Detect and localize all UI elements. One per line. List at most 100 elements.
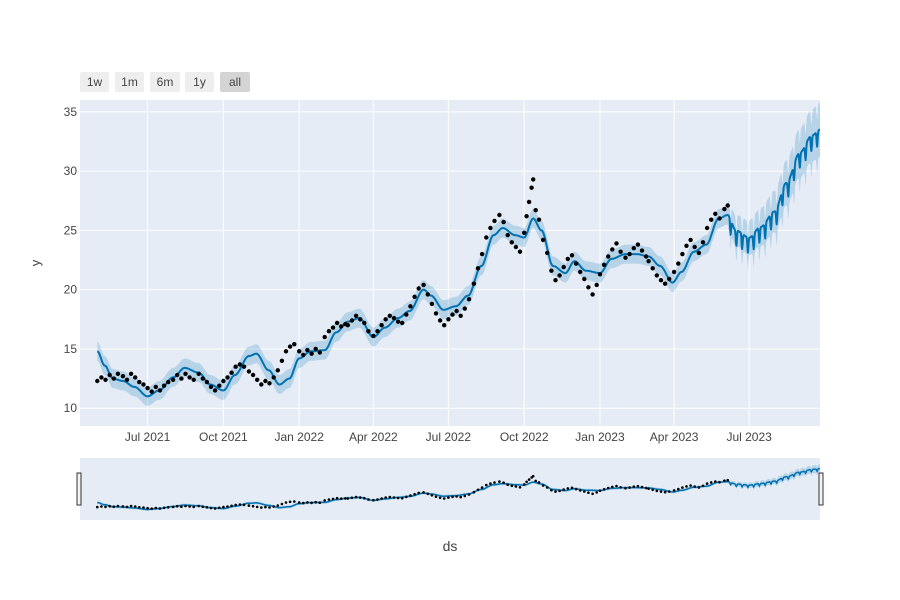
range-slider-point [615, 484, 618, 488]
data-point [379, 323, 384, 328]
data-point [536, 217, 542, 222]
data-point [488, 225, 493, 231]
range-button-label: 6m [157, 75, 174, 89]
data-point [517, 249, 523, 254]
range-slider-point [693, 485, 696, 488]
data-point [297, 349, 302, 354]
range-button-1y[interactable]: 1y [185, 72, 214, 92]
data-point [309, 351, 314, 356]
range-button-1w[interactable]: 1w [80, 72, 109, 92]
data-point [391, 315, 397, 321]
data-point [208, 384, 214, 390]
range-slider[interactable] [76, 458, 824, 520]
range-slider-point [537, 481, 541, 484]
data-point [292, 342, 297, 347]
range-slider-handle-left[interactable] [76, 472, 82, 506]
data-point [179, 376, 184, 381]
data-point [442, 323, 447, 328]
range-slider-point [354, 495, 358, 499]
data-point [371, 333, 376, 339]
data-point [704, 225, 710, 231]
range-slider-point [400, 496, 404, 500]
range-slider-point [323, 499, 327, 502]
data-point [395, 319, 401, 324]
range-slider-point [372, 498, 375, 502]
range-slider-point [350, 496, 354, 500]
range-slider-point [142, 506, 145, 509]
range-button-1m[interactable]: 1m [115, 72, 144, 92]
range-button-6m[interactable]: 6m [150, 72, 180, 92]
data-point [200, 376, 205, 381]
data-point [458, 313, 463, 318]
range-slider-point [213, 507, 217, 510]
range-slider-point [493, 481, 496, 484]
data-point [524, 214, 529, 219]
x-tick-label: Oct 2022 [500, 430, 549, 444]
data-point [688, 237, 693, 243]
data-point [283, 349, 289, 354]
range-slider-point [384, 496, 388, 499]
y-tick-label: 20 [64, 283, 78, 297]
data-point [646, 259, 651, 264]
data-point [115, 371, 121, 376]
data-point [601, 262, 607, 267]
data-point [383, 317, 388, 322]
x-tick-label: Jul 2021 [125, 430, 171, 444]
data-point [233, 364, 238, 369]
data-point [643, 254, 649, 259]
range-slider-point [108, 504, 111, 508]
range-slider-point [138, 506, 141, 509]
range-slider-point [681, 486, 684, 489]
range-slider-point [280, 502, 284, 506]
range-button-bg [150, 72, 180, 92]
range-slider-point [171, 505, 175, 509]
range-slider-point [726, 478, 729, 482]
range-slider-point [591, 492, 594, 496]
data-point [128, 371, 134, 376]
uncertainty-band-area [97, 102, 821, 406]
range-slider-point [238, 503, 242, 506]
y-tick-label: 30 [64, 164, 78, 178]
range-slider-point [297, 501, 301, 504]
data-point [639, 248, 645, 253]
data-point [404, 312, 409, 317]
range-slider-point [116, 504, 120, 508]
data-point [433, 311, 439, 316]
range-slider-point [417, 491, 421, 495]
data-point [610, 247, 615, 252]
range-slider-point [697, 486, 701, 489]
range-button-bg [185, 72, 214, 92]
range-slider-point [242, 503, 246, 507]
range-slider-point [121, 505, 125, 508]
data-point [618, 249, 623, 254]
data-point [124, 377, 130, 382]
data-point [326, 329, 332, 334]
data-point [531, 177, 536, 182]
data-point [549, 268, 554, 273]
range-slider-point [125, 505, 129, 509]
range-slider-handle-right[interactable] [818, 472, 824, 506]
data-point [145, 385, 150, 391]
data-point [237, 362, 243, 367]
range-slider-point [636, 484, 640, 488]
range-slider-point [396, 496, 400, 500]
data-point [635, 242, 641, 247]
range-slider-point [201, 505, 205, 509]
data-point [462, 306, 467, 311]
range-slider-point [451, 495, 454, 499]
range-slider-point [133, 505, 137, 508]
data-point [565, 256, 570, 262]
range-slider-point [284, 501, 288, 504]
range-slider-point [659, 490, 663, 493]
data-point [614, 241, 619, 246]
range-slider-point [205, 506, 209, 509]
range-slider-point [522, 483, 526, 486]
range-slider-point [100, 505, 103, 508]
data-point [479, 251, 485, 257]
range-slider-point [247, 504, 251, 507]
range-slider-point [264, 505, 267, 509]
range-slider-point [619, 486, 622, 489]
range-slider-point [251, 504, 255, 508]
data-point [671, 269, 677, 275]
range-button-all[interactable]: all [220, 72, 250, 92]
